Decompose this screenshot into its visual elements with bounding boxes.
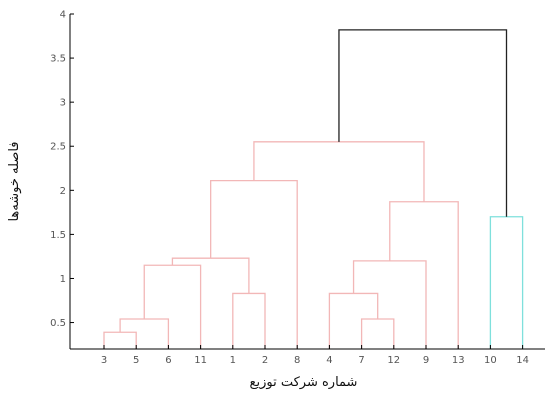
dendrogram-link (103, 331, 137, 349)
y-tick-label: 2 (60, 186, 66, 197)
y-tick-label: 0.5 (50, 318, 66, 329)
dendrogram-link (360, 318, 395, 349)
dendrogram-link (389, 201, 459, 349)
dendrogram-link (232, 292, 266, 349)
y-tick-label: 3 (60, 98, 66, 109)
leaf-label: 5 (133, 355, 139, 366)
dendrogram-link (119, 318, 170, 349)
dendrogram-link (171, 257, 250, 294)
leaf-label: 12 (387, 355, 400, 366)
dendrogram-link (253, 141, 425, 202)
y-axis-title: فاصله خوشه‌ها (7, 141, 22, 221)
leaf-label: 1 (230, 355, 236, 366)
y-tick-label: 1 (60, 274, 66, 285)
leaf-label: 7 (358, 355, 364, 366)
y-tick-label: 3.5 (50, 54, 66, 65)
x-axis-title: شماره شرکت توزیع (250, 375, 358, 390)
leaf-label: 10 (484, 355, 497, 366)
leaf-label: 13 (452, 355, 465, 366)
chart-axes (69, 14, 545, 350)
dendrogram-link (328, 292, 379, 349)
dendrogram-links (103, 29, 524, 349)
y-tick-label: 2.5 (50, 142, 66, 153)
dendrogram-link (352, 260, 427, 349)
y-tick-label: 1.5 (50, 230, 66, 241)
leaf-label: 2 (262, 355, 268, 366)
y-axis-ticks: 0.5 1 1.5 2 2.5 3 3.5 4 (50, 10, 74, 329)
leaf-label: 6 (165, 355, 171, 366)
x-axis-ticks: 3 5 6 11 1 2 8 4 7 12 9 13 10 14 (101, 345, 529, 366)
y-tick-label: 4 (60, 10, 66, 21)
leaf-label: 3 (101, 355, 107, 366)
dendrogram-link (143, 264, 202, 349)
leaf-label: 9 (423, 355, 429, 366)
leaf-label: 8 (294, 355, 300, 366)
dendrogram-link (338, 29, 508, 217)
dendrogram-link (489, 216, 524, 349)
leaf-label: 11 (194, 355, 207, 366)
leaf-label: 14 (516, 355, 529, 366)
leaf-label: 4 (326, 355, 332, 366)
dendrogram-link (210, 179, 298, 349)
